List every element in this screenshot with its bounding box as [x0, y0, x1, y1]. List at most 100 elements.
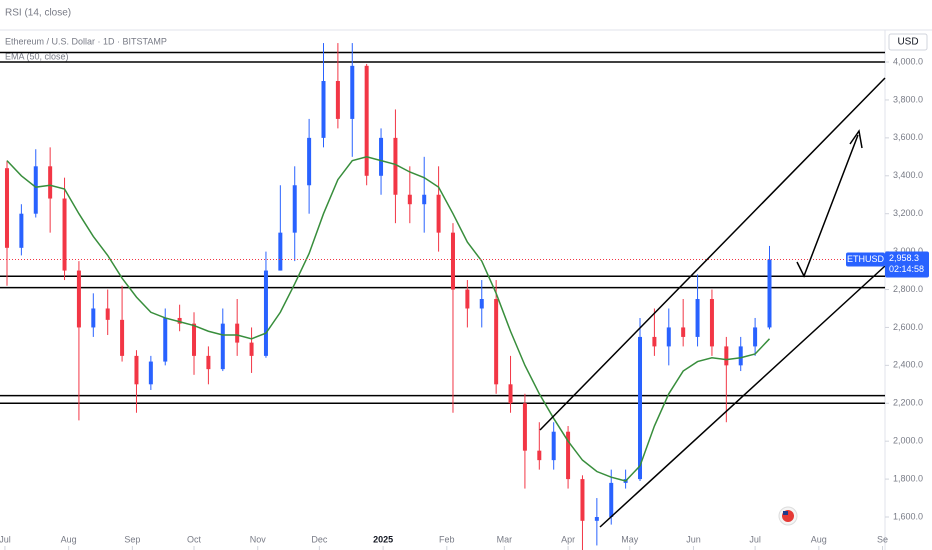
- candle-body: [594, 517, 599, 521]
- x-tick-label: Aug: [61, 534, 77, 544]
- plot-layer: [0, 43, 885, 550]
- x-tick-label: Jul: [749, 534, 761, 544]
- candle-body: [206, 355, 211, 370]
- event-flag-canton: [783, 511, 788, 515]
- candle-body: [76, 270, 81, 328]
- candle-body: [278, 232, 283, 271]
- chart-title: Ethereum / U.S. Dollar · 1D · BITSTAMP: [5, 36, 167, 46]
- projection-arrow: [796, 134, 859, 278]
- y-tick-label: 3,200.0: [893, 208, 923, 218]
- price-label: 2,958.3: [889, 253, 919, 263]
- candle-body: [753, 327, 758, 347]
- candle-body: [537, 450, 542, 461]
- y-tick-label: 3,400.0: [893, 170, 923, 180]
- x-tick-label: Sep: [124, 534, 140, 544]
- candle-body: [48, 166, 53, 199]
- x-tick-label: Aug: [811, 534, 827, 544]
- candle-body: [62, 198, 67, 271]
- candle-body: [335, 80, 340, 119]
- x-tick-label: Nov: [250, 534, 267, 544]
- candle-body: [695, 299, 700, 337]
- candle-body: [4, 168, 9, 248]
- candle-body: [192, 323, 197, 356]
- candle-body: [105, 308, 110, 320]
- candle-body: [350, 65, 355, 119]
- candle-body: [465, 289, 470, 309]
- y-tick-label: 2,400.0: [893, 360, 923, 370]
- candle-body: [393, 137, 398, 195]
- candle-body: [177, 317, 182, 324]
- x-tick-label: Feb: [439, 534, 455, 544]
- x-tick-label: Se: [877, 534, 888, 544]
- x-tick-label: Dec: [311, 534, 328, 544]
- candle-body: [580, 479, 585, 521]
- y-tick-label: 2,800.0: [893, 284, 923, 294]
- legend-entry: EMA (50, close): [5, 51, 69, 61]
- channel-upper: [539, 77, 886, 431]
- symbol-label: ETHUSD: [847, 254, 885, 264]
- x-tick-label: May: [621, 534, 639, 544]
- x-tick-label: Jun: [686, 534, 701, 544]
- candle-body: [249, 342, 254, 356]
- x-tick-label: Jul: [0, 534, 11, 544]
- y-tick-label: 2,000.0: [893, 436, 923, 446]
- candle-body: [263, 270, 268, 356]
- ema-line: [6, 156, 771, 482]
- candle-body: [709, 299, 714, 347]
- candle-body: [566, 431, 571, 480]
- candle-body: [738, 346, 743, 366]
- price-tag: [885, 251, 929, 278]
- candle-body: [551, 431, 556, 461]
- candle-body: [91, 308, 96, 328]
- y-tick-label: 3,000.0: [893, 246, 923, 256]
- candle-body: [134, 355, 139, 385]
- candle-body: [767, 259, 772, 328]
- y-tick-label: 3,600.0: [893, 132, 923, 142]
- candle-body: [379, 137, 384, 176]
- candle-body: [33, 166, 38, 214]
- countdown-label: 02:14:58: [889, 264, 924, 274]
- candle-body: [120, 319, 125, 356]
- x-tick-label: 2025: [373, 534, 393, 544]
- candle-body: [450, 232, 455, 290]
- currency-label: USD: [897, 37, 918, 48]
- y-tick-label: 1,600.0: [893, 511, 923, 521]
- candle-body: [307, 137, 312, 186]
- candle-body: [19, 213, 24, 248]
- candle-body: [148, 361, 153, 385]
- candle-body: [494, 299, 499, 385]
- candle-body: [436, 194, 441, 233]
- symbol-tag: [846, 252, 885, 267]
- y-tick-label: 4,000.0: [893, 56, 923, 66]
- x-tick-label: Apr: [561, 534, 575, 544]
- currency-box[interactable]: [888, 33, 928, 51]
- y-tick-label: 3,800.0: [893, 94, 923, 104]
- candle-body: [364, 65, 369, 176]
- candle-body: [638, 336, 643, 480]
- channel-lower: [599, 265, 886, 528]
- candle-body: [235, 323, 240, 343]
- candle-body: [422, 194, 427, 205]
- arrow-head: [849, 129, 863, 149]
- drawings: [539, 77, 886, 528]
- candle-body: [609, 482, 614, 518]
- candle-body: [666, 327, 671, 347]
- x-tick-label: Mar: [497, 534, 513, 544]
- candle-body: [508, 384, 513, 404]
- candle-body: [292, 185, 297, 233]
- candle-body: [407, 194, 412, 205]
- candle-body: [479, 299, 484, 309]
- candle-body: [163, 317, 168, 362]
- indicator-label: RSI (14, close): [5, 8, 71, 19]
- candle-body: [220, 323, 225, 370]
- candle-body: [681, 327, 686, 337]
- candle-body: [522, 403, 527, 451]
- candle-body: [652, 336, 657, 347]
- candle-body: [321, 80, 326, 138]
- candle-body: [724, 346, 729, 366]
- x-tick-label: Oct: [187, 534, 202, 544]
- y-tick-label: 2,600.0: [893, 322, 923, 332]
- y-tick-label: 2,200.0: [893, 398, 923, 408]
